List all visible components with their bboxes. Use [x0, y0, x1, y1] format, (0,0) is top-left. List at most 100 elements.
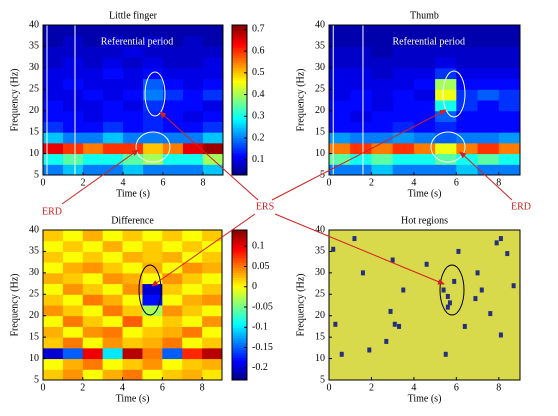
heat-cell — [142, 347, 163, 360]
heat-cell — [498, 142, 521, 155]
heat-cell — [63, 164, 84, 176]
heat-cell — [143, 121, 164, 133]
colorbar-segment — [232, 312, 247, 316]
heat-cell — [392, 121, 415, 133]
heat-cell — [43, 326, 64, 338]
y-tick-label: 10 — [315, 353, 325, 364]
heat-cell — [202, 262, 223, 274]
panel-title: Difference — [111, 215, 154, 226]
ellipse — [439, 264, 465, 316]
x-tick-label: 0 — [327, 177, 332, 188]
heat-cell — [63, 78, 84, 90]
x-tick-label: 8 — [201, 177, 206, 188]
colorbar-segment — [232, 337, 247, 341]
heat-cell — [329, 142, 351, 155]
heat-cell — [203, 142, 224, 155]
heat-cell — [477, 78, 500, 90]
heat-cell — [162, 369, 183, 381]
annotations — [61, 70, 513, 316]
colorbar-tick-label: -0.15 — [252, 342, 273, 353]
heat-cell — [122, 262, 143, 274]
plot-frame — [42, 229, 223, 381]
heat-cell — [163, 46, 184, 58]
colorbar-frame — [231, 24, 248, 176]
heat-cell — [329, 153, 351, 165]
heat-cell — [102, 272, 124, 285]
heat-cell — [103, 142, 124, 155]
hot-cell — [445, 293, 450, 299]
heat-cell — [498, 132, 521, 144]
colorbar-segment — [232, 32, 247, 36]
hot-cell — [443, 351, 448, 357]
heat-cell — [456, 142, 479, 155]
heat-cell — [203, 46, 224, 58]
heat-cell — [498, 164, 521, 176]
ellipse — [138, 264, 162, 316]
heat-cell — [83, 132, 104, 144]
heat-cell — [435, 67, 457, 80]
hot-cell — [488, 311, 493, 317]
heat-cell — [350, 78, 372, 90]
colorbar-segment — [232, 107, 247, 111]
heat-cell — [103, 46, 124, 58]
heat-cell — [62, 337, 84, 349]
colorbar-tick-label: 0.6 — [252, 45, 265, 56]
heat-cell — [435, 153, 457, 165]
heat-cell — [142, 251, 163, 263]
heat-cell — [202, 347, 223, 360]
x-tick-label: 6 — [454, 177, 459, 188]
heat-cell — [371, 46, 394, 58]
heat-cell — [162, 240, 183, 252]
colorbar-segment — [232, 357, 247, 361]
panel: 0 2 4 6 8 5 10 15 20 25 30 35 40 Difference Time (s) Fr… — [9, 215, 273, 404]
heat-cell — [162, 272, 183, 285]
heat-cell — [203, 78, 224, 90]
arrow — [159, 111, 259, 201]
heat-cell — [143, 67, 164, 80]
heat-cell — [329, 89, 351, 101]
colorbar-frame — [231, 229, 248, 381]
heat-cell — [143, 142, 164, 155]
heat-cell — [123, 100, 144, 112]
heat-cell — [102, 294, 124, 306]
colorbar-segment — [232, 70, 247, 73]
heat-cell — [202, 337, 223, 349]
heat-cell — [371, 25, 394, 37]
heat-cell — [456, 46, 479, 58]
x-axis-label: Time (s) — [116, 393, 150, 404]
colorbar-segment — [232, 290, 247, 293]
heat-cell — [142, 283, 163, 295]
heat-cell — [82, 347, 104, 360]
hot-cell — [388, 308, 393, 314]
colorbar-segment — [232, 275, 247, 278]
heat-cell — [203, 67, 224, 80]
heat-cell — [392, 142, 415, 155]
heat-cell — [83, 164, 104, 176]
x-tick-label: 8 — [496, 177, 501, 188]
heat-cell — [329, 35, 351, 47]
colorbar-tick-label: 0 — [252, 281, 257, 292]
heat-cell — [142, 305, 163, 317]
colorbar-segment — [232, 160, 247, 163]
colorbar-segment — [232, 237, 247, 241]
heat-cell — [43, 240, 64, 252]
heat-cell — [477, 57, 500, 69]
colorbar-segment — [232, 307, 247, 311]
colorbar-tick-label: 0.05 — [252, 261, 270, 272]
colorbar-segment — [232, 142, 247, 146]
heat-cell — [435, 100, 457, 112]
heat-cell — [122, 294, 143, 306]
heat-cell — [142, 369, 163, 381]
heat-cell — [123, 67, 144, 80]
colorbar-segment — [232, 45, 247, 48]
y-tick-label: 35 — [29, 246, 39, 257]
heat-cell — [413, 153, 436, 165]
heat-cell — [103, 132, 124, 144]
heat-cell — [163, 67, 184, 80]
y-tick-label: 15 — [29, 126, 39, 137]
heat-cell — [202, 251, 223, 263]
heat-cell — [43, 347, 64, 360]
heat-cell — [350, 164, 372, 176]
heat-cell — [202, 294, 223, 306]
heat-cell — [350, 46, 372, 58]
